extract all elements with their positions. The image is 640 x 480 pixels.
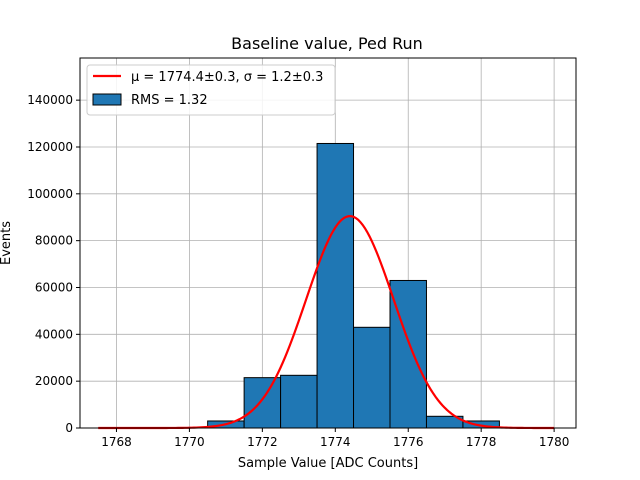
histogram-bar (280, 374, 318, 429)
x-axis-label: Sample Value [ADC Counts] (238, 456, 418, 471)
histogram-bar (243, 377, 282, 429)
histogram-bars (207, 142, 500, 429)
y-tick-label: 0 (65, 421, 73, 435)
x-tick-label: 1776 (393, 435, 424, 449)
legend-hist-swatch (92, 93, 122, 106)
histogram-bar (316, 142, 355, 429)
x-tick-label: 1770 (174, 435, 205, 449)
y-axis-ticks: 0 20000 40000 60000 80000 100000 120000 140000 (27, 93, 80, 435)
x-tick-label: 1772 (247, 435, 278, 449)
y-tick-label: 80000 (35, 234, 73, 248)
histogram-bar (353, 326, 391, 429)
x-tick-label: 1774 (320, 435, 351, 449)
x-tick-label: 1778 (466, 435, 497, 449)
chart-title: Baseline value, Ped Run (231, 34, 423, 53)
legend-fit-label: μ = 1774.4±0.3, σ = 1.2±0.3 (131, 70, 323, 85)
y-tick-label: 100000 (27, 187, 73, 201)
x-axis-ticks: 1768 1770 1772 1774 1776 1778 1780 (101, 428, 569, 449)
x-tick-label: 1780 (539, 435, 570, 449)
legend-hist-label: RMS = 1.32 (131, 93, 208, 108)
y-tick-label: 60000 (35, 280, 73, 294)
y-tick-label: 20000 (35, 374, 73, 388)
y-tick-label: 140000 (27, 93, 73, 107)
y-axis-label: Events (0, 221, 14, 265)
y-tick-label: 40000 (35, 327, 73, 341)
legend-box (86, 64, 336, 116)
legend: μ = 1774.4±0.3, σ = 1.2±0.3 RMS = 1.32 (86, 64, 336, 116)
x-tick-label: 1768 (101, 435, 132, 449)
y-tick-label: 120000 (27, 140, 73, 154)
plot-frame (79, 57, 577, 429)
